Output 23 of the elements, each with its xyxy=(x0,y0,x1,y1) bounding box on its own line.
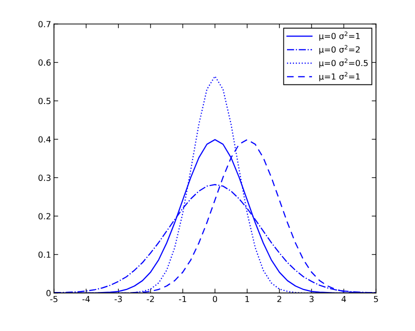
y-tick-label: 0.7 xyxy=(38,20,50,28)
x-tick-label: -3 xyxy=(114,296,122,302)
x-tick-label: 4 xyxy=(342,296,346,302)
x-tick-label: 5 xyxy=(374,296,378,302)
y-tick-label: 0.3 xyxy=(38,174,51,181)
x-tick-label: -4 xyxy=(82,296,90,302)
y-tick-label: 0.4 xyxy=(38,136,51,143)
y-tick-label: 0 xyxy=(46,290,51,296)
x-tick-label: -5 xyxy=(50,296,58,302)
x-tick-label: -1 xyxy=(179,296,186,302)
legend-label: μ=0 σ$^{2}$=2 xyxy=(319,45,360,54)
legend-label: μ=0 σ$^{2}$=0.5 xyxy=(319,58,368,68)
x-tick-label: 2 xyxy=(277,296,282,302)
x-tick-label: 1 xyxy=(245,296,250,302)
y-tick-label: 0.5 xyxy=(38,98,50,104)
x-tick-label: 3 xyxy=(310,296,314,302)
x-tick-label: 0 xyxy=(212,296,218,302)
y-tick-label: 0.1 xyxy=(38,251,50,258)
legend-label: μ=0 σ$^{2}$=1 xyxy=(319,31,360,41)
x-tick-label: -2 xyxy=(146,296,154,302)
y-tick-label: 0.6 xyxy=(38,59,51,66)
legend-label: μ=1 σ$^{2}$=1 xyxy=(319,72,360,82)
y-tick-label: 0.2 xyxy=(38,213,50,220)
